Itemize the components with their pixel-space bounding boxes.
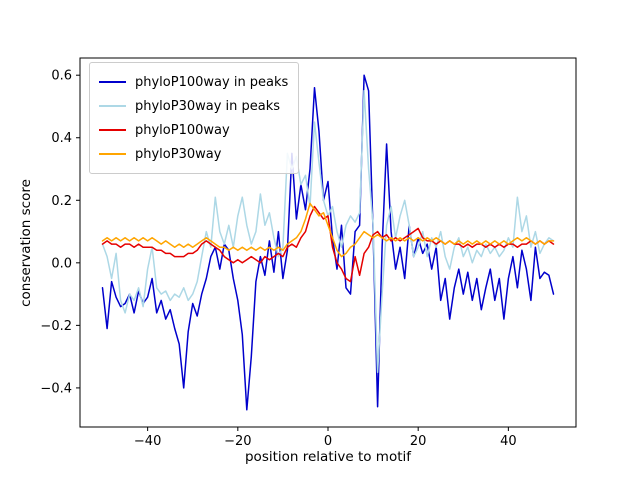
y-tick-label: 0.2	[51, 194, 72, 209]
y-tick-label: 0.6	[51, 69, 72, 84]
y-tick-label: −0.2	[40, 319, 72, 334]
legend-line-swatch-orange	[99, 153, 126, 155]
x-axis-label: position relative to motif	[244, 449, 412, 465]
legend-label: phyloP100way	[135, 122, 230, 138]
y-tick-label: 0.0	[51, 256, 72, 271]
legend: phyloP100way in peaks phyloP30way in pea…	[89, 62, 300, 174]
series-line-phyloP100way-in-peaks	[101, 74, 555, 411]
series-line-phyloP100way	[101, 205, 555, 283]
x-tick-label: 40	[500, 434, 517, 449]
y-tick-label: −0.4	[40, 381, 72, 396]
legend-line-swatch-red	[99, 129, 126, 131]
legend-label: phyloP30way in peaks	[135, 98, 281, 114]
x-tick-label: 0	[324, 434, 332, 449]
legend-item: phyloP30way in peaks	[99, 94, 288, 118]
legend-item: phyloP30way	[99, 142, 288, 166]
x-tick-label: −40	[134, 434, 161, 449]
x-tick-label: −20	[224, 434, 251, 449]
y-tick-label: 0.4	[51, 131, 72, 146]
x-tick-label: 20	[410, 434, 427, 449]
legend-item: phyloP100way in peaks	[99, 70, 288, 94]
y-axis-label: conservation score	[18, 179, 34, 307]
legend-item: phyloP100way	[99, 118, 288, 142]
legend-label: phyloP100way in peaks	[135, 74, 289, 90]
legend-label: phyloP30way	[135, 146, 222, 162]
series-line-phyloP30way	[101, 202, 555, 258]
legend-line-swatch-lightblue	[99, 105, 126, 107]
legend-line-swatch-blue	[99, 81, 126, 83]
